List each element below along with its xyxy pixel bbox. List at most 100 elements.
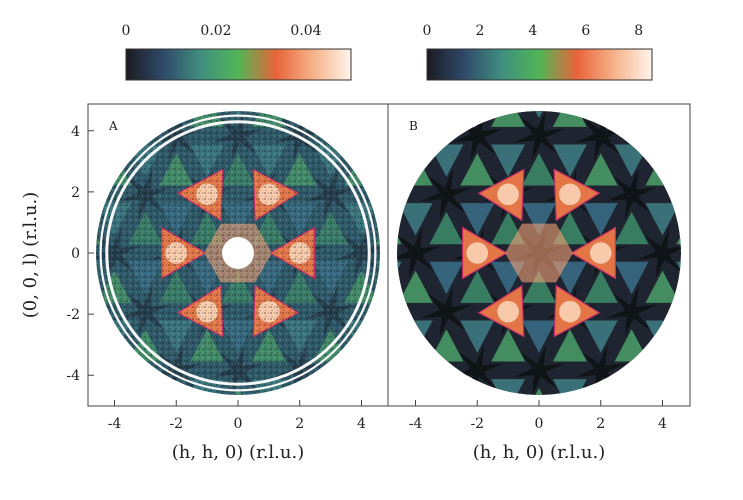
lattice-star bbox=[637, 345, 681, 395]
y-tick-label: 2 bbox=[71, 185, 80, 201]
lattice-star bbox=[96, 111, 140, 161]
central-hole bbox=[222, 237, 254, 269]
lattice-star bbox=[96, 345, 140, 395]
lattice-triangle bbox=[460, 203, 495, 236]
lattice-triangle bbox=[128, 111, 163, 127]
lattice-star bbox=[513, 345, 565, 395]
lattice-triangle bbox=[614, 211, 649, 245]
y-tick-label: 4 bbox=[71, 124, 80, 140]
colorbar-a-tick-label: 0.02 bbox=[200, 23, 231, 39]
lattice-star bbox=[397, 227, 441, 279]
lattice-triangle bbox=[429, 211, 464, 245]
lattice-star bbox=[96, 169, 109, 220]
hot-spot-core bbox=[589, 242, 612, 264]
lattice-triangle bbox=[398, 203, 433, 236]
x-tick-label: 2 bbox=[295, 416, 304, 432]
lattice-triangle bbox=[645, 203, 680, 236]
lattice-triangle bbox=[522, 270, 556, 303]
colorbar-b-tick-label: 2 bbox=[475, 23, 484, 39]
lattice-triangle bbox=[96, 261, 101, 295]
colorbar-a-tick-label: 0 bbox=[122, 23, 131, 39]
lattice-triangle bbox=[583, 270, 618, 303]
x-tick-label: 2 bbox=[596, 416, 605, 432]
lattice-triangle bbox=[522, 203, 556, 236]
lattice-triangle bbox=[460, 153, 495, 186]
y-tick-label: -2 bbox=[66, 307, 80, 323]
x-tick-label: 0 bbox=[234, 416, 243, 432]
x-tick-label: 0 bbox=[535, 416, 544, 432]
lattice-triangle bbox=[552, 111, 587, 127]
lattice-triangle bbox=[491, 144, 526, 177]
lattice-star bbox=[668, 286, 681, 337]
lattice-star bbox=[606, 286, 657, 337]
panel-b-label: B bbox=[409, 119, 418, 133]
lattice-triangle bbox=[552, 144, 587, 177]
x-tick-label: 4 bbox=[357, 416, 366, 432]
lattice-star bbox=[421, 169, 472, 220]
panel-a-label: A bbox=[108, 119, 118, 133]
lattice-triangle bbox=[96, 211, 101, 245]
x-tick-label: -2 bbox=[169, 416, 183, 432]
colorbar-a-tick-label: 0.04 bbox=[290, 23, 321, 39]
lattice-star bbox=[606, 169, 657, 220]
lattice-star bbox=[513, 111, 565, 161]
lattice-triangle bbox=[552, 329, 587, 362]
lattice-triangle bbox=[614, 111, 649, 127]
lattice-star bbox=[397, 345, 441, 395]
x-tick-label: -4 bbox=[108, 416, 122, 432]
hot-spot-core bbox=[559, 183, 581, 206]
hot-spot-core bbox=[497, 300, 519, 323]
lattice-star bbox=[637, 111, 681, 161]
lattice-triangle bbox=[429, 111, 464, 127]
lattice-triangle bbox=[460, 111, 495, 119]
colorbar-b: 0 2 4 6 8 bbox=[423, 23, 653, 81]
lattice-triangle bbox=[583, 153, 618, 186]
hot-spot-core bbox=[559, 300, 581, 323]
lattice-triangle bbox=[583, 320, 618, 353]
lattice-star bbox=[451, 345, 503, 395]
lattice-triangle bbox=[676, 211, 681, 245]
colorbar-b-tick-label: 6 bbox=[581, 23, 590, 39]
lattice-star bbox=[397, 111, 441, 161]
panel-b-xlabel: (h, h, 0) (r.l.u.) bbox=[473, 442, 605, 463]
lattice-triangle bbox=[645, 270, 680, 303]
colorbar-b-gradient bbox=[426, 48, 653, 81]
powder-ring bbox=[99, 114, 377, 392]
lattice-triangle bbox=[282, 111, 317, 119]
lattice-triangle bbox=[429, 379, 464, 395]
panel-a-heatmap bbox=[96, 111, 380, 395]
lattice-triangle bbox=[429, 261, 464, 295]
y-tick-label: -4 bbox=[66, 368, 80, 384]
colorbar-b-tick-label: 4 bbox=[528, 23, 537, 39]
lattice-triangle bbox=[552, 379, 587, 395]
lattice-star bbox=[336, 111, 380, 161]
panel-a-axes: -4 -2 0 2 4 -4 -2 0 2 4 bbox=[66, 124, 366, 432]
lattice-triangle bbox=[583, 203, 618, 236]
lattice-star bbox=[575, 111, 627, 161]
panel-b-axes: -4 -2 0 2 4 bbox=[409, 400, 667, 432]
lattice-star bbox=[668, 169, 681, 220]
powder-ring bbox=[105, 120, 371, 386]
colorbar-b-tick-label: 0 bbox=[423, 23, 432, 39]
lattice-triangle bbox=[460, 270, 495, 303]
lattice-triangle bbox=[491, 379, 526, 395]
lattice-triangle bbox=[159, 111, 194, 119]
center-hexagon bbox=[505, 223, 573, 283]
lattice-triangle bbox=[583, 111, 618, 119]
panel-a-ylabel: (0, 0, l) (r.l.u.) bbox=[20, 192, 41, 319]
lattice-triangle bbox=[313, 111, 348, 127]
y-tick-label: 0 bbox=[71, 246, 80, 262]
lattice-triangle bbox=[128, 379, 163, 395]
panel-b-heatmap bbox=[397, 111, 681, 395]
hot-spot-core bbox=[466, 242, 489, 264]
lattice-triangle bbox=[491, 329, 526, 362]
lattice-triangle bbox=[491, 111, 526, 127]
lattice-triangle bbox=[398, 270, 433, 303]
colorbar-a-gradient bbox=[125, 48, 352, 81]
colorbar-a: 0 0.02 0.04 bbox=[122, 23, 352, 81]
colorbar-b-tick-label: 8 bbox=[634, 23, 643, 39]
x-tick-label: 4 bbox=[658, 416, 667, 432]
lattice-triangle bbox=[313, 379, 348, 395]
lattice-star bbox=[336, 345, 380, 395]
